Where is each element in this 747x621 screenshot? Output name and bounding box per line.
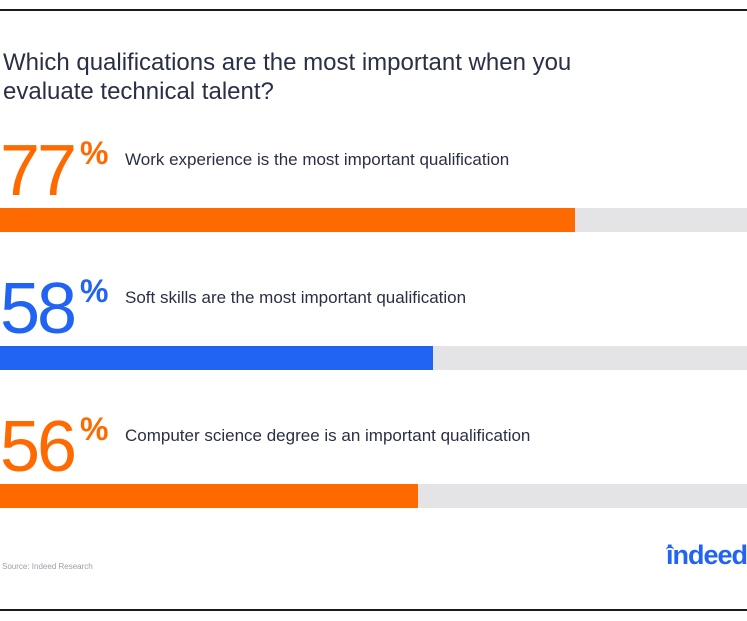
stat-row-1: 58 % Soft skills are the most important … [0, 273, 747, 383]
bar-track-0 [0, 208, 747, 232]
top-rule [0, 9, 747, 11]
stat-label-1: Soft skills are the most important quali… [125, 288, 467, 307]
indeed-logo: indeed [665, 540, 747, 571]
bar-fill-0 [0, 208, 575, 232]
stat-unit-2: % [80, 411, 109, 447]
stat-label-2: Computer science degree is an important … [125, 426, 531, 445]
source-note: Source: Indeed Research [2, 562, 93, 571]
stat-row-0: 77 % Work experience is the most importa… [0, 135, 747, 245]
chart-title: Which qualifications are the most import… [3, 49, 572, 105]
stat-value-2: 56 [0, 407, 77, 487]
stat-value-1: 58 [0, 269, 77, 349]
stat-unit-0: % [80, 135, 109, 171]
stat-label-0: Work experience is the most important qu… [125, 150, 510, 169]
bar-track-2 [0, 484, 747, 508]
stat-unit-1: % [80, 273, 109, 309]
stat-row-2: 56 % Computer science degree is an impor… [0, 411, 747, 521]
bar-fill-1 [0, 346, 433, 370]
logo-arc-icon [665, 546, 674, 553]
bar-fill-2 [0, 484, 418, 508]
bar-track-1 [0, 346, 747, 370]
logo-text: indeed [665, 540, 747, 570]
bottom-rule [0, 609, 747, 611]
stat-value-0: 77 [0, 131, 77, 211]
